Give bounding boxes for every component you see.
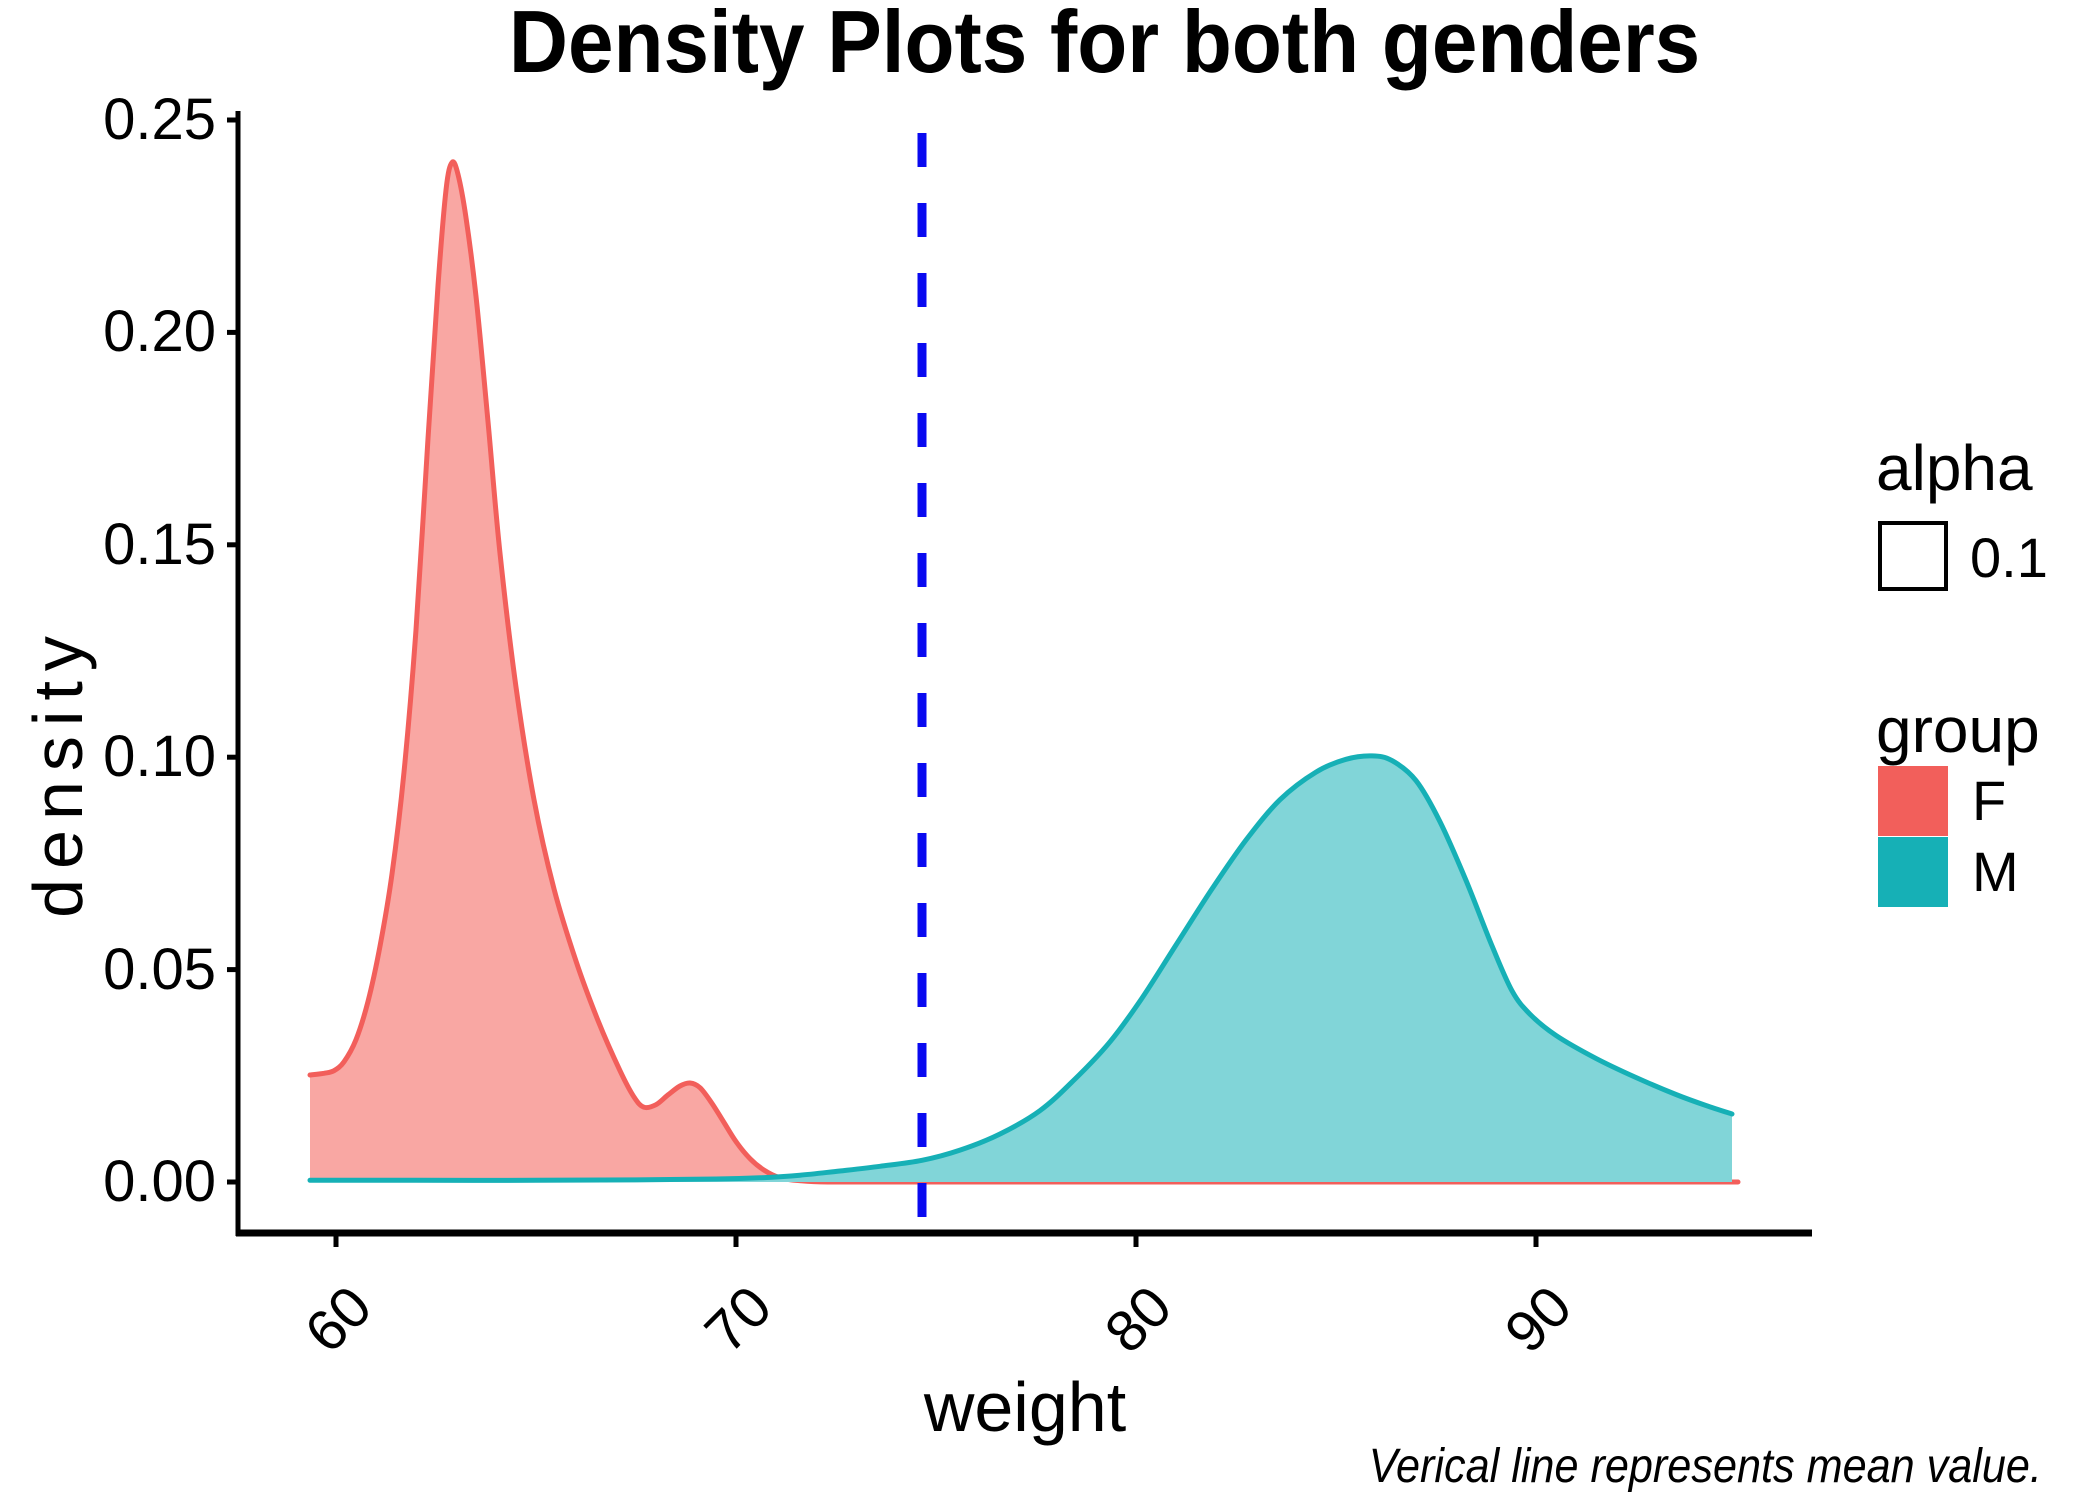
m-density-area	[310, 755, 1732, 1182]
figure-caption-text: Verical line represents mean value.	[1368, 1440, 2042, 1493]
f-density-outline	[307, 159, 1741, 1185]
legend-alpha-item-label: 0.1	[1970, 526, 2048, 589]
y-tick-label: 0.25	[103, 87, 216, 152]
figure-caption: Verical line represents mean value.	[1294, 1440, 2042, 1494]
legend-alpha-title: alpha	[1876, 432, 2033, 504]
y-tick-label: 0.05	[103, 936, 216, 1002]
chart-title: Density Plots for both genders	[0, 0, 2100, 92]
f-density-area	[310, 161, 1738, 1183]
y-tick-label: 0.20	[103, 299, 216, 365]
legend-group-item-label: M	[1972, 840, 2019, 903]
m-density-outline	[307, 753, 1735, 1183]
chart-title-text: Density Plots for both genders	[509, 0, 1701, 91]
legend-group-key-M	[1878, 837, 1948, 907]
y-tick-label: 0.00	[103, 1149, 216, 1214]
legend-group-title: group	[1876, 694, 2040, 766]
y-tick-label: 0.15	[103, 511, 216, 577]
legend-group-item-label: F	[1972, 769, 2007, 832]
legend-alpha-key-swatch	[1878, 521, 1948, 591]
legend-group-key-F	[1878, 766, 1948, 836]
x-axis-title: weight	[923, 1368, 1127, 1446]
y-tick-label: 0.10	[103, 724, 216, 790]
